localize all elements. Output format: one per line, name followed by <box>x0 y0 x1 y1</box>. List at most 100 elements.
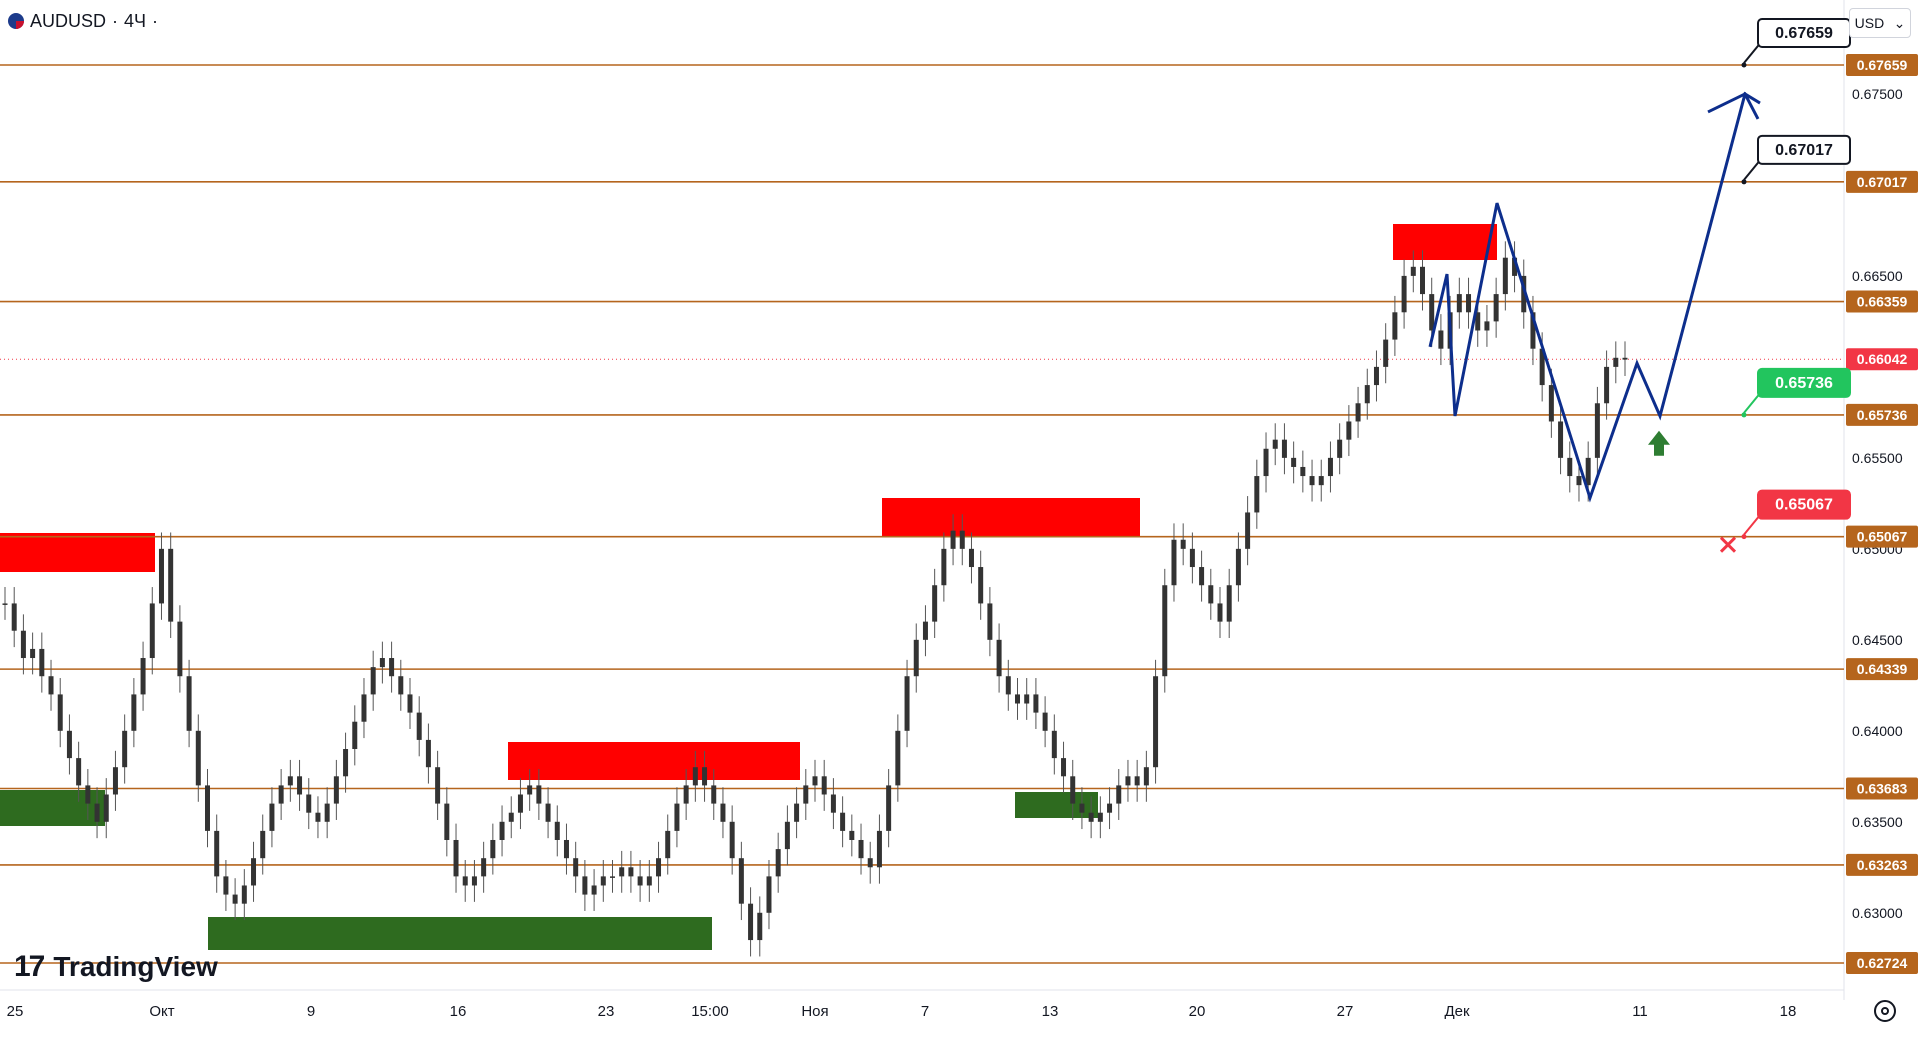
gear-icon[interactable] <box>1874 1000 1896 1022</box>
callout-anchor <box>1741 534 1747 540</box>
level-tag <box>1846 525 1918 548</box>
candle-body <box>1364 385 1370 404</box>
candle-body <box>646 876 652 886</box>
up-arrow-icon <box>1648 430 1670 456</box>
candle-body <box>913 639 919 677</box>
candle-body <box>1438 330 1444 349</box>
candle-body <box>1530 312 1536 349</box>
candle-body <box>30 648 36 659</box>
candle-body <box>1512 257 1518 276</box>
candle-body <box>656 858 662 877</box>
level-tag-label: 0.62724 <box>1857 955 1908 971</box>
candle-body <box>840 812 846 831</box>
time-tick-label: Дек <box>1444 1003 1470 1020</box>
candle-body <box>563 839 569 859</box>
price-tick-label: 0.64500 <box>1852 632 1903 648</box>
chart-header: AUDUSD · 4Ч · <box>8 8 158 34</box>
chevron-down-icon: ⌄ <box>1893 14 1906 31</box>
candle-body <box>186 676 192 731</box>
candle-body <box>683 785 689 804</box>
level-tag <box>1846 170 1918 193</box>
level-tag-label: 0.65067 <box>1857 529 1908 545</box>
candle-body <box>66 730 72 759</box>
time-tick-label: 27 <box>1337 1003 1354 1020</box>
candle-body <box>1162 585 1168 677</box>
price-axis <box>1844 0 1920 1033</box>
tradingview-logo-text: TradingView <box>53 951 218 982</box>
time-tick-label: Окт <box>149 1003 174 1020</box>
candle-body <box>628 867 634 877</box>
candle-body <box>554 821 560 840</box>
candle-body <box>1484 321 1490 331</box>
candle-body <box>94 803 100 822</box>
candle-body <box>1254 476 1260 513</box>
candle-body <box>1097 812 1103 822</box>
candle-body <box>536 785 542 804</box>
price-zone <box>208 917 712 950</box>
candle-body <box>1245 512 1251 549</box>
candle-body <box>481 858 487 877</box>
level-tag <box>1846 777 1918 800</box>
candle-body <box>1171 539 1177 586</box>
candle-body <box>1521 275 1527 313</box>
candle-body <box>1263 448 1269 477</box>
candle-body <box>195 730 201 786</box>
level-tag <box>1846 290 1918 313</box>
candle-body <box>784 821 790 850</box>
candle-body <box>711 785 717 804</box>
level-tag-label: 0.66359 <box>1857 294 1908 310</box>
price-zone <box>0 533 155 572</box>
candle-body <box>1005 676 1011 695</box>
level-tag-label: 0.67017 <box>1857 174 1908 190</box>
candle-body <box>610 876 615 878</box>
candle-body <box>1180 539 1186 549</box>
candle-body <box>425 739 431 768</box>
currency-button[interactable]: USD ⌄ <box>1849 8 1911 38</box>
price-zone <box>1015 792 1098 818</box>
price-tick-label: 0.67500 <box>1852 86 1903 102</box>
time-tick-label: 20 <box>1189 1003 1206 1020</box>
candle-body <box>876 830 882 868</box>
callout-label: 0.67017 <box>1775 142 1833 159</box>
candle-body <box>1383 339 1389 367</box>
level-tag-label: 0.67659 <box>1857 57 1908 73</box>
level-tag-label: 0.65736 <box>1857 407 1908 423</box>
callout-anchor <box>1741 62 1747 68</box>
candle-body <box>205 785 210 831</box>
tradingview-logo[interactable]: 17 TradingView <box>14 950 218 984</box>
candle-body <box>232 894 238 904</box>
candle-body <box>619 867 625 877</box>
candle-body <box>1143 767 1149 786</box>
candle-body <box>306 794 312 813</box>
candle-body <box>269 803 275 831</box>
candle-body <box>1355 403 1361 422</box>
candle-body <box>1429 294 1435 331</box>
level-tag <box>1846 658 1918 681</box>
candle-body <box>379 658 385 668</box>
candle-body <box>803 785 809 804</box>
timeframe-label[interactable]: 4Ч <box>124 10 147 31</box>
callout-anchor <box>1741 412 1747 418</box>
candle-body <box>821 776 827 795</box>
candle-body <box>729 821 735 859</box>
candle-body <box>1420 266 1425 295</box>
callout-anchor <box>1741 179 1747 185</box>
candle-body <box>1309 476 1315 486</box>
candle-body <box>1373 366 1379 386</box>
candle-body <box>122 730 128 768</box>
header-separator: · <box>112 10 119 31</box>
candle-body <box>858 839 864 859</box>
candle-body <box>600 876 606 886</box>
symbol-label[interactable]: AUDUSD <box>30 10 107 31</box>
candle-body <box>490 839 496 859</box>
candle-body <box>996 639 1002 677</box>
candle-body <box>1410 266 1416 276</box>
candle-body <box>499 821 505 840</box>
candle-body <box>1042 712 1048 731</box>
candle-body <box>932 585 938 622</box>
callout-label: 0.67659 <box>1775 25 1833 42</box>
level-tag-label: 0.64339 <box>1857 661 1908 677</box>
candle-body <box>637 876 643 886</box>
